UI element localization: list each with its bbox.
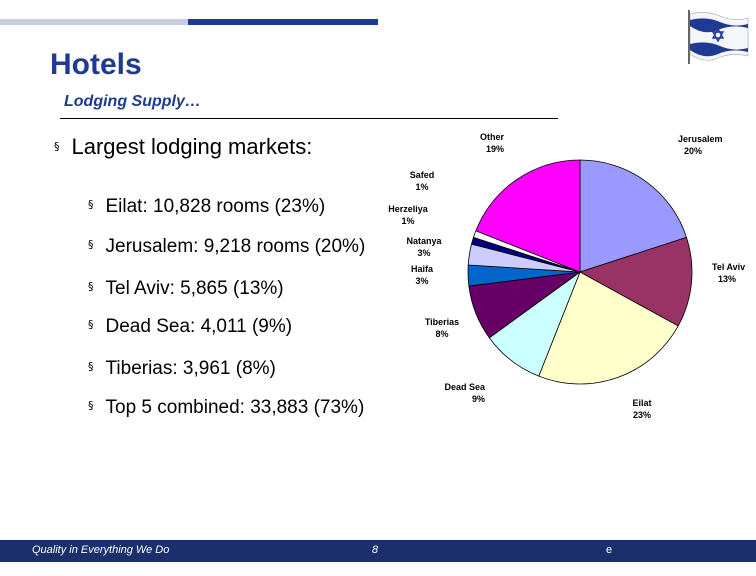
bullet-icon: §	[88, 318, 94, 331]
subtitle-divider	[60, 118, 558, 119]
bullet-text: Dead Sea: 4,011 (9%)	[105, 316, 293, 337]
slice-label: Natanya	[406, 236, 442, 246]
lead-bullet: § Largest lodging markets:	[54, 134, 312, 160]
page-title: Hotels	[50, 48, 142, 81]
slice-percent-label: 20%	[684, 146, 702, 156]
pie-slice-other	[475, 159, 581, 273]
slice-label: Eilat	[632, 398, 651, 408]
slice-label: Safed	[410, 170, 435, 180]
bullet-text: Tel Aviv: 5,865 (13%)	[105, 278, 284, 299]
slice-percent-label: 8%	[435, 329, 448, 339]
slice-label: Other	[480, 132, 505, 142]
slice-percent-label: 9%	[472, 394, 485, 404]
bullet-icon: §	[88, 238, 94, 251]
slice-label: Dead Sea	[444, 382, 486, 392]
bullet-text: Tiberias: 3,961 (8%)	[105, 358, 276, 379]
page-subtitle: Lodging Supply…	[64, 93, 201, 110]
list-item: § Top 5 combined: 33,883 (73%)	[88, 397, 364, 419]
footer-letter: e	[606, 544, 613, 556]
slice-label: Tel Aviv	[712, 262, 745, 272]
bullet-icon: §	[88, 198, 94, 211]
slice-percent-label: 13%	[718, 274, 736, 284]
lodging-pie-chart: Jerusalem 20% Tel Aviv 13% Eilat 23% Dead Sea 9…	[388, 132, 745, 420]
pie-slice-eilat	[538, 271, 679, 385]
slice-percent-label: 19%	[486, 144, 504, 154]
list-item: § Eilat: 10,828 rooms (23%)	[88, 196, 325, 218]
footer-bar: Quality in Everything We Do 8 e	[0, 540, 756, 562]
slice-percent-label: 3%	[415, 276, 428, 286]
list-item: § Dead Sea: 4,011 (9%)	[88, 316, 292, 338]
israel-flag-icon	[688, 10, 749, 64]
header-accent-bar-light	[0, 19, 188, 25]
footer-tagline: Quality in Everything We Do	[32, 544, 170, 556]
list-item: § Tel Aviv: 5,865 (13%)	[88, 278, 284, 300]
slice-percent-label: 1%	[401, 216, 414, 226]
header-accent-bar-dark	[188, 19, 378, 25]
pie-slice-jerusalem	[579, 159, 688, 273]
list-item: § Tiberias: 3,961 (8%)	[88, 358, 276, 380]
slice-label: Jerusalem	[678, 134, 723, 144]
slice-label: Tiberias	[425, 317, 459, 327]
bullet-icon: §	[88, 399, 94, 412]
bullet-text: Jerusalem: 9,218 rooms (20%)	[105, 236, 366, 257]
slice-label: Haifa	[411, 264, 434, 274]
list-item: § Jerusalem: 9,218 rooms (20%)	[88, 236, 365, 258]
pie-slice-tel-aviv	[578, 236, 693, 327]
slice-percent-label: 1%	[415, 182, 428, 192]
lead-bullet-text: Largest lodging markets:	[71, 134, 313, 159]
slice-percent-label: 23%	[633, 410, 651, 420]
page-number: 8	[372, 544, 379, 556]
bullet-text: Eilat: 10,828 rooms (23%)	[105, 196, 326, 217]
slice-percent-label: 3%	[417, 248, 430, 258]
bullet-icon: §	[88, 360, 94, 373]
bullet-text: Top 5 combined: 33,883 (73%)	[105, 397, 365, 418]
bullet-icon: §	[54, 140, 60, 153]
slice-label: Herzeliya	[388, 204, 429, 214]
bullet-icon: §	[88, 280, 94, 293]
